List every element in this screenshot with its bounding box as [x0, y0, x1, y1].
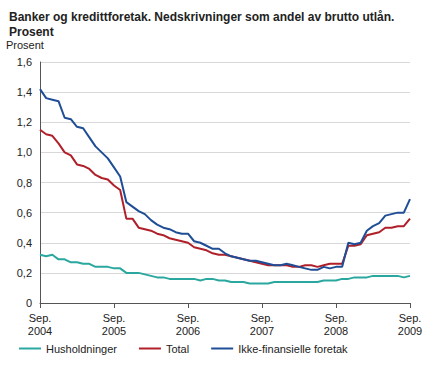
svg-text:2005: 2005: [102, 325, 126, 337]
svg-text:0,8: 0,8: [17, 177, 32, 189]
svg-text:0,2: 0,2: [17, 267, 32, 279]
svg-text:Sep.: Sep.: [103, 312, 126, 324]
svg-text:Ikke-finansielle foretak: Ikke-finansielle foretak: [238, 343, 348, 355]
svg-text:Sep.: Sep.: [399, 312, 422, 324]
svg-text:Sep.: Sep.: [29, 312, 52, 324]
svg-text:Prosent: Prosent: [6, 39, 44, 51]
svg-text:Husholdninger: Husholdninger: [46, 343, 117, 355]
svg-text:2004: 2004: [28, 325, 52, 337]
svg-text:Sep.: Sep.: [325, 312, 348, 324]
svg-text:1,6: 1,6: [17, 56, 32, 68]
svg-text:Sep.: Sep.: [251, 312, 274, 324]
svg-text:2008: 2008: [324, 325, 348, 337]
svg-text:1,2: 1,2: [17, 116, 32, 128]
svg-text:Banker og kredittforetak. Neds: Banker og kredittforetak. Nedskrivninger…: [9, 10, 398, 24]
svg-text:0,6: 0,6: [17, 207, 32, 219]
svg-text:2009: 2009: [398, 325, 422, 337]
svg-text:0: 0: [26, 297, 32, 309]
svg-text:2006: 2006: [176, 325, 200, 337]
svg-text:1,0: 1,0: [17, 146, 32, 158]
svg-text:Sep.: Sep.: [177, 312, 200, 324]
svg-text:2007: 2007: [250, 325, 274, 337]
svg-text:1,4: 1,4: [17, 86, 32, 98]
svg-text:0,4: 0,4: [17, 237, 32, 249]
svg-text:Prosent: Prosent: [9, 25, 54, 39]
svg-text:Total: Total: [166, 343, 189, 355]
